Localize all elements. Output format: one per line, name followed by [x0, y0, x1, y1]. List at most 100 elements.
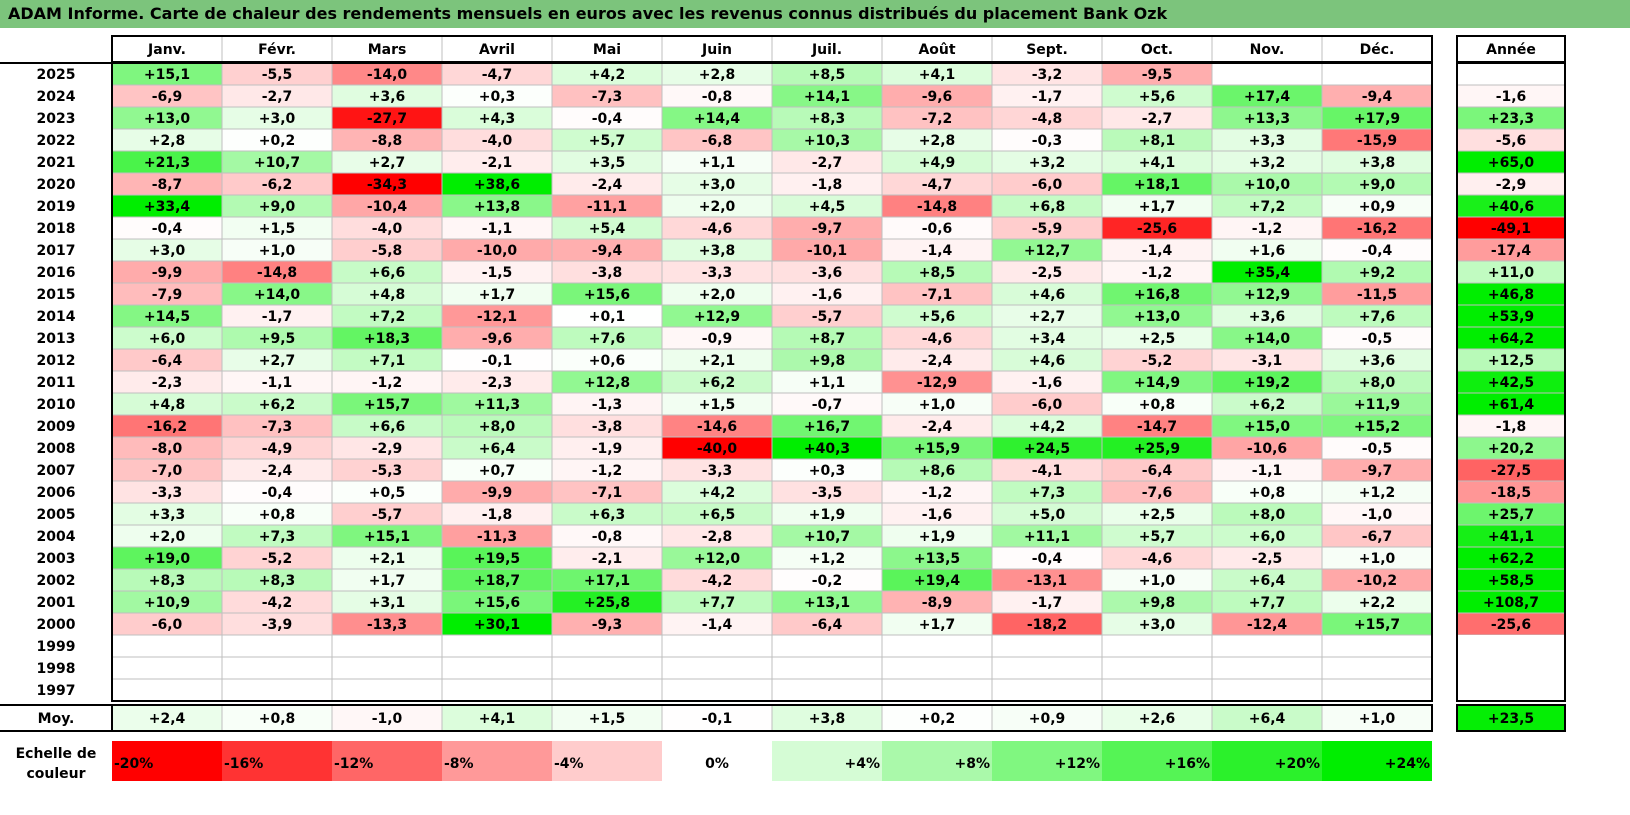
cell-value: -12,4 — [1247, 617, 1288, 633]
cell-value: +6,5 — [699, 507, 736, 523]
cell-value: +17,9 — [1354, 111, 1400, 127]
cell-value: -5,5 — [262, 67, 293, 83]
cell-value: -9,7 — [812, 221, 843, 237]
heatmap-cell — [441, 634, 553, 658]
scale-swatch — [112, 741, 222, 781]
cell-value: -5,8 — [372, 243, 403, 259]
cell-value: +7,2 — [369, 309, 406, 325]
month-header: Juil. — [811, 42, 842, 58]
cell-value: -10,0 — [477, 243, 518, 259]
cell-value: +6,0 — [149, 331, 186, 347]
annual-value: +61,4 — [1488, 397, 1535, 413]
cell-value: +19,5 — [474, 551, 520, 567]
cell-value: -0,4 — [1362, 243, 1393, 259]
cell-value: +6,3 — [589, 507, 626, 523]
cell-value: +18,3 — [364, 331, 410, 347]
heatmap-cell — [881, 678, 993, 702]
cell-value: +3,8 — [699, 243, 736, 259]
cell-value: -11,3 — [477, 529, 517, 545]
cell-value: -6,9 — [152, 89, 183, 105]
cell-value: -4,7 — [922, 177, 953, 193]
cell-value: +15,6 — [474, 595, 520, 611]
year-label: 1997 — [37, 683, 76, 699]
cell-value: +2,5 — [1139, 331, 1176, 347]
cell-value: +8,3 — [809, 111, 846, 127]
month-header-cell — [1321, 35, 1433, 63]
cell-value: -5,2 — [262, 551, 293, 567]
month-header: Déc. — [1360, 42, 1395, 58]
heatmap-cell — [331, 634, 443, 658]
cell-value: +3,3 — [149, 507, 186, 523]
month-header-cell — [111, 35, 223, 63]
cell-value: -1,4 — [702, 617, 733, 633]
cell-value: +11,3 — [474, 397, 520, 413]
cell-value: -14,0 — [367, 67, 408, 83]
year-label: 2017 — [37, 243, 76, 259]
cell-value: +21,3 — [144, 155, 190, 171]
cell-value: -4,6 — [702, 221, 733, 237]
scale-tick-label: +12% — [1055, 756, 1100, 772]
cell-value: -2,4 — [922, 419, 953, 435]
heatmap-cell — [991, 678, 1103, 702]
year-label: 2016 — [37, 265, 76, 281]
cell-value: +15,9 — [914, 441, 960, 457]
cell-value: +19,0 — [144, 551, 191, 567]
cell-value: -0,4 — [152, 221, 183, 237]
cell-value: -5,3 — [372, 463, 403, 479]
heatmap-cell — [551, 634, 663, 658]
year-label: 2013 — [37, 331, 76, 347]
cell-value: +8,0 — [479, 419, 516, 435]
heatmap-cell — [991, 656, 1103, 680]
cell-value: -12,9 — [917, 375, 957, 391]
cell-value: +13,8 — [474, 199, 520, 215]
cell-value: -1,3 — [592, 397, 623, 413]
annual-value: +11,0 — [1488, 265, 1535, 281]
heatmap-cell — [441, 678, 553, 702]
cell-value: -3,1 — [1252, 353, 1283, 369]
cell-value: +4,6 — [1029, 287, 1066, 303]
heatmap-cell — [331, 656, 443, 680]
average-border — [111, 704, 1433, 732]
heatmap-cell — [1211, 678, 1323, 702]
cell-value: -2,1 — [592, 551, 623, 567]
annual-value: -2,9 — [1496, 177, 1527, 193]
cell-value: +9,0 — [1359, 177, 1396, 193]
annual-cell — [1457, 657, 1565, 679]
heatmap-cell — [1211, 656, 1323, 680]
heatmap-cell — [111, 656, 223, 680]
cell-value: +13,0 — [144, 111, 191, 127]
cell-value: +5,0 — [1029, 507, 1066, 523]
cell-value: -8,9 — [922, 595, 953, 611]
cell-value: -16,2 — [147, 419, 187, 435]
average-value: +0,9 — [1029, 711, 1066, 727]
cell-value: -3,8 — [592, 265, 623, 281]
year-label: 2014 — [37, 309, 76, 325]
cell-value: +12,9 — [694, 309, 740, 325]
cell-value: +12,8 — [584, 375, 630, 391]
year-label: 2009 — [37, 419, 76, 435]
heatmap-cell — [1211, 634, 1323, 658]
scale-tick-label: 0% — [705, 756, 729, 772]
cell-value: -0,4 — [592, 111, 623, 127]
cell-value: +7,7 — [699, 595, 736, 611]
cell-value: +0,6 — [589, 353, 626, 369]
year-label: 1999 — [37, 639, 76, 655]
cell-value: +2,0 — [699, 287, 736, 303]
cell-value: +13,3 — [1244, 111, 1290, 127]
average-value: +2,4 — [149, 711, 186, 727]
cell-value: +12,7 — [1024, 243, 1070, 259]
cell-value: -14,8 — [917, 199, 957, 215]
heatmap-cell — [661, 656, 773, 680]
heatmap-cell — [111, 678, 223, 702]
cell-value: -7,6 — [1142, 485, 1173, 501]
cell-value: -10,4 — [367, 199, 408, 215]
cell-value: -4,2 — [262, 595, 293, 611]
cell-value: +1,5 — [699, 397, 736, 413]
scale-tick-label: -12% — [334, 756, 373, 772]
cell-value: +5,7 — [589, 133, 626, 149]
year-label: 2005 — [37, 507, 76, 523]
cell-value: +17,1 — [584, 573, 630, 589]
cell-value: -1,1 — [1252, 463, 1283, 479]
cell-value: +14,9 — [1134, 375, 1180, 391]
average-value: +2,6 — [1139, 711, 1176, 727]
